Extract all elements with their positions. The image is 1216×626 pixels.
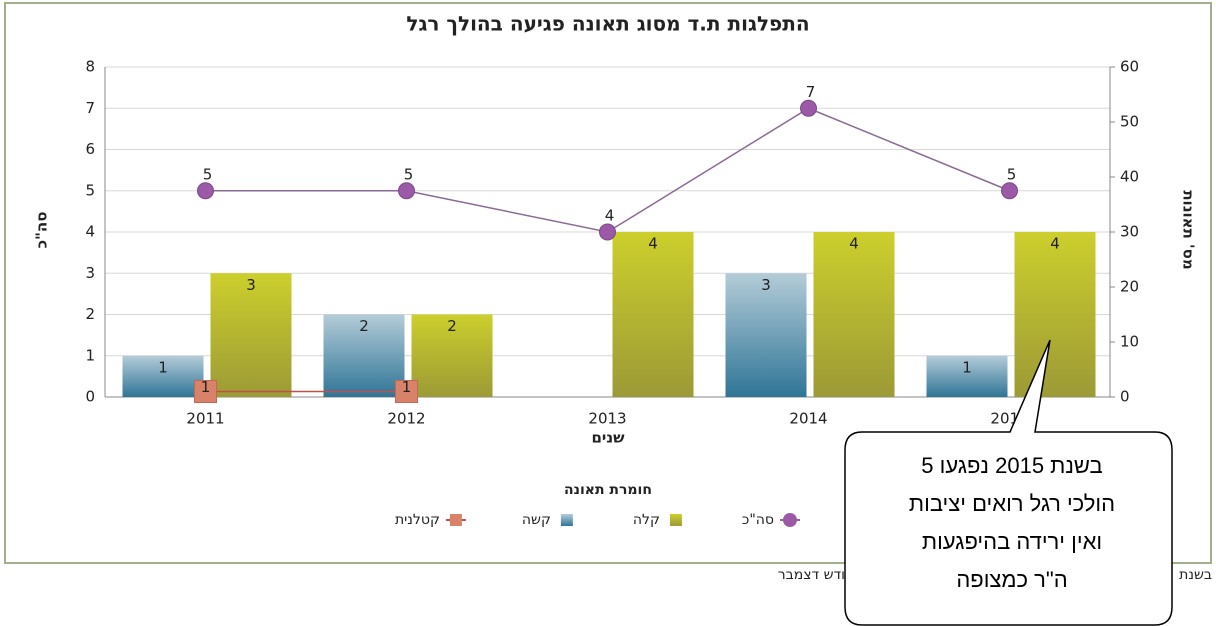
legend-swatch: [669, 514, 682, 526]
x-tick-label: 2014: [789, 410, 827, 428]
legend-swatch: [449, 514, 462, 526]
bar: [813, 232, 895, 397]
data-label: 3: [246, 276, 256, 294]
y-tick-label: 7: [85, 99, 95, 117]
data-label: 1: [962, 358, 972, 376]
legend-label: קשה: [522, 512, 551, 528]
y2-tick-label: 30: [1120, 223, 1139, 241]
data-label: 2: [447, 317, 457, 335]
legend-swatch: [783, 513, 797, 527]
point: [398, 182, 415, 200]
legend-label: קטלנית: [395, 512, 440, 528]
point: [1001, 182, 1018, 200]
data-label: 1: [402, 378, 412, 396]
point: [197, 182, 214, 200]
legend-label: סה"כ: [742, 512, 774, 528]
legend-label: קלה: [633, 512, 660, 528]
y2-tick-label: 20: [1120, 278, 1139, 296]
footnote: בשנת: [1179, 567, 1212, 583]
y2-tick-label: 10: [1120, 333, 1139, 351]
callout-bubble: [844, 339, 1173, 626]
x-axis-title: שנים: [591, 429, 625, 447]
y-tick-label: 4: [85, 223, 95, 241]
callout: בשנת 2015 נפגעו 5 הולכי רגל רואים יציבות ו…: [909, 453, 1115, 592]
data-label: 1: [201, 378, 211, 396]
data-label: 2: [359, 317, 369, 335]
y-tick-label: 5: [85, 181, 95, 199]
y-tick-label: 2: [85, 305, 95, 323]
data-label: 4: [849, 235, 859, 253]
y2-tick-label: 40: [1120, 168, 1139, 186]
data-label: 3: [761, 276, 771, 294]
y-tick-label: 3: [85, 264, 95, 282]
y2-tick-label: 60: [1120, 58, 1139, 76]
bar: [411, 314, 493, 397]
point: [194, 380, 217, 403]
chart-title: התפלגות ת.ד מסוג תאונה פגיעה בהולך רגל: [406, 12, 809, 36]
data-label: 5: [404, 165, 414, 183]
bar: [926, 355, 1008, 397]
data-label: 7: [806, 83, 816, 101]
y2-tick-label: 0: [1120, 388, 1130, 406]
callout-text: ואין ירידה בהיפגעות: [922, 529, 1102, 554]
legend-swatch: [560, 514, 573, 526]
legend-title: חומרת תאונה: [564, 482, 652, 498]
bar: [323, 314, 405, 397]
y-tick-label: 6: [85, 140, 95, 158]
data-label: 4: [605, 207, 615, 225]
x-tick-label: 2013: [588, 410, 626, 428]
data-label: 5: [203, 165, 213, 183]
data-label: 1: [158, 358, 168, 376]
point: [599, 223, 616, 241]
y2-axis-title: מס' תאונות: [1180, 190, 1198, 269]
y-tick-label: 0: [85, 388, 95, 406]
y-axis-title: סה"כ: [33, 212, 51, 249]
y-tick-label: 8: [85, 58, 95, 76]
bar: [122, 355, 204, 397]
point: [395, 380, 418, 403]
callout-text: הולכי רגל רואים יציבות: [909, 491, 1115, 516]
bar: [612, 232, 694, 397]
bar: [210, 273, 292, 397]
bar: [725, 273, 807, 397]
data-label: 5: [1007, 165, 1017, 183]
data-label: 4: [648, 235, 658, 253]
callout-text: בשנת 2015 נפגעו 5: [921, 453, 1102, 478]
y-tick-label: 1: [85, 346, 95, 364]
data-label: 4: [1050, 235, 1060, 253]
callout-text: ה"ר כמצופה: [956, 567, 1067, 592]
footnote: ודש דצמבר: [778, 567, 845, 583]
y2-tick-label: 50: [1120, 113, 1139, 131]
point: [800, 99, 817, 117]
x-tick-label: 2011: [186, 410, 224, 428]
bar: [1014, 232, 1096, 397]
x-tick-label: 2012: [387, 410, 425, 428]
